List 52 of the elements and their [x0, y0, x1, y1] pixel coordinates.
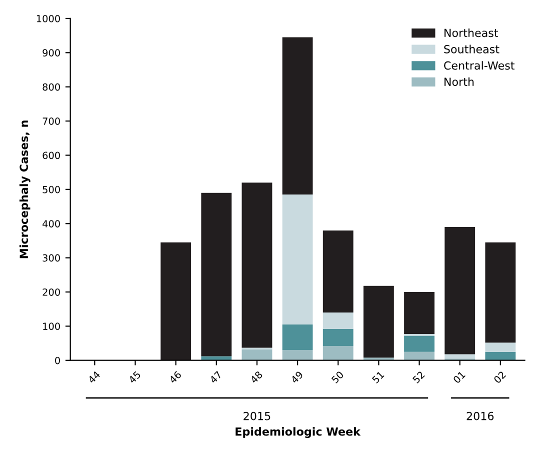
x-tick-label: 47 — [209, 370, 222, 384]
legend-label: Southeast — [444, 44, 500, 54]
y-tick-label: 700 — [42, 118, 60, 125]
legend-label: North — [444, 77, 474, 86]
bar — [242, 182, 272, 348]
bar — [282, 194, 313, 324]
x-tick-label: 02 — [493, 370, 506, 384]
y-tick-label: 600 — [42, 152, 60, 160]
bar — [404, 352, 434, 360]
bar — [485, 242, 516, 343]
y-tick-label: 800 — [42, 83, 60, 91]
bar — [363, 358, 394, 360]
y-tick-label: 900 — [42, 49, 60, 56]
x-tick-label: 52 — [412, 370, 425, 384]
y-axis-title: Microcephaly Cases, n — [19, 120, 30, 258]
legend-label: Northeast — [444, 28, 498, 38]
y-tick-label: 500 — [42, 186, 60, 194]
bar — [404, 336, 434, 352]
bar — [485, 352, 516, 360]
y-tick-label: 100 — [43, 322, 60, 330]
bar — [322, 346, 354, 360]
bar — [404, 292, 434, 334]
y-tick-label: 0 — [55, 356, 60, 364]
bar — [322, 230, 354, 312]
x-tick-label: 51 — [372, 370, 384, 384]
x-tick-label: 45 — [128, 370, 142, 384]
y-tick-label: 1000 — [36, 14, 60, 22]
x-tick-label: 01 — [452, 370, 466, 384]
y-tick-label: 400 — [42, 220, 60, 228]
y-tick-label: 200 — [42, 288, 60, 296]
bar — [282, 324, 313, 350]
x-axis-title: Epidemiologic Week — [236, 427, 361, 438]
bar — [282, 350, 313, 360]
bar — [282, 37, 313, 195]
y-tick-label: 300 — [42, 254, 60, 262]
bar — [444, 354, 476, 359]
legend-label: Central-West — [444, 61, 515, 70]
bar — [322, 312, 354, 329]
x-tick-label: 46 — [168, 370, 182, 384]
x-tick-label: 50 — [331, 370, 344, 384]
bar — [242, 349, 272, 360]
bar — [485, 342, 516, 352]
x-tick-label: 48 — [250, 370, 263, 384]
bar — [201, 192, 232, 356]
text: 2015 — [244, 412, 270, 420]
x-tick-label: 49 — [290, 370, 304, 384]
bar — [160, 242, 192, 360]
bar — [322, 328, 354, 346]
bar — [363, 286, 394, 358]
bar — [444, 227, 476, 354]
x-tick-label: 44 — [88, 370, 101, 384]
text: 2016 — [466, 412, 494, 420]
